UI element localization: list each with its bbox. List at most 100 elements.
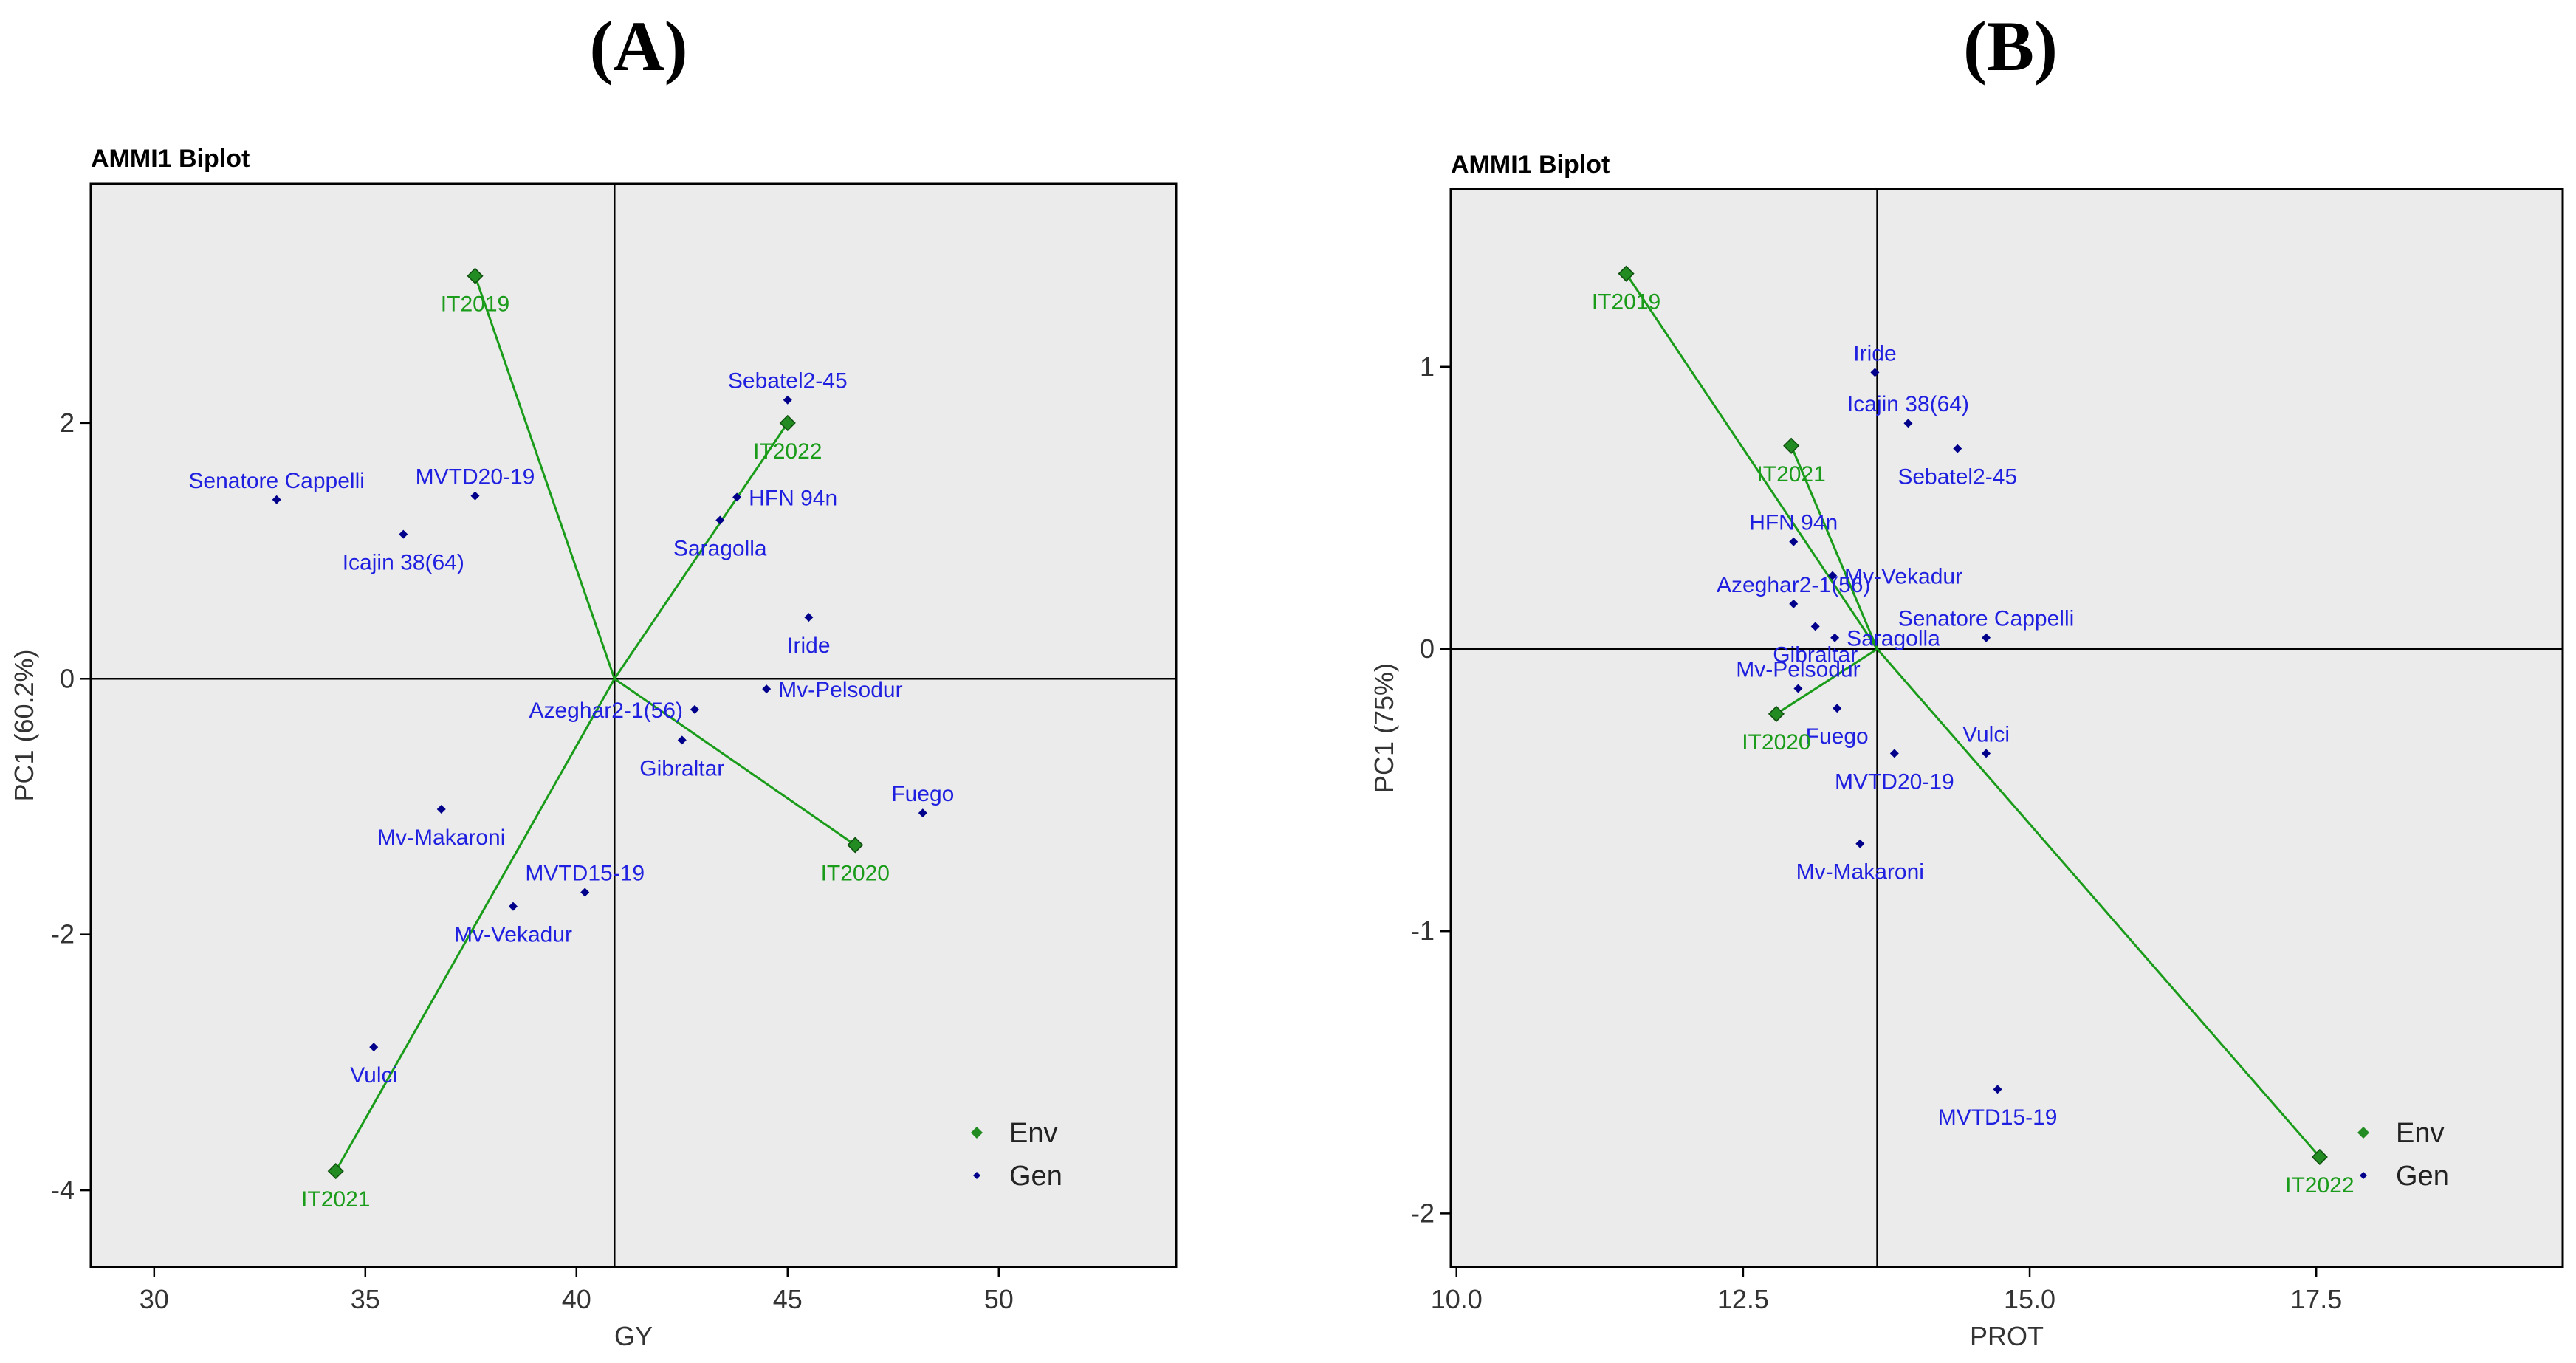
env-label-it2022: IT2022 — [2285, 1173, 2354, 1198]
x-tick-label: 30 — [140, 1284, 169, 1314]
env-vector-it2019 — [1625, 272, 1878, 650]
y-tick-label: -2 — [1411, 1198, 1435, 1228]
gen-point-mv-pelsodur — [762, 684, 772, 694]
x-tick-label: 40 — [562, 1284, 591, 1314]
gen-point-mv-vekadur — [1828, 571, 1838, 580]
legend-env-symbol — [2357, 1127, 2369, 1139]
gen-point-senatore-cappelli — [272, 495, 281, 504]
env-label-it2021: IT2021 — [301, 1187, 370, 1212]
y-tick-label: -4 — [51, 1175, 75, 1205]
legend-env-label: Env — [1009, 1118, 1057, 1149]
env-point-it2022 — [779, 414, 796, 431]
gen-point-azeghar2-1-56 — [1789, 599, 1799, 608]
env-point-it2019 — [1618, 265, 1635, 282]
gen-point-fuego — [918, 808, 927, 818]
panel-a: (A) AMMI1 Biplot 30 35 40 45 50 -4 -2 0 2 GY PC1 (… — [9, 7, 1178, 1351]
gen-point-saragolla — [715, 515, 725, 525]
gen-point-sebatel2-45 — [783, 395, 792, 405]
y-tick-label: -2 — [51, 919, 75, 950]
gen-label-icajin-38-64: Icajin 38(64) — [1847, 392, 1969, 416]
gen-label-mv-vekadur: Mv-Vekadur — [454, 923, 572, 947]
y-tick-label: -1 — [1411, 916, 1435, 946]
env-vector-it2021 — [334, 678, 616, 1172]
env-point-it2021 — [1783, 437, 1800, 454]
gen-label-mv-pelsodur: Mv-Pelsodur — [778, 678, 902, 702]
env-vector-it2020 — [614, 678, 856, 846]
legend-gen-label: Gen — [1009, 1161, 1062, 1192]
legend-env-symbol — [971, 1127, 983, 1139]
env-point-it2022 — [2311, 1148, 2328, 1166]
chart-title-b: AMMI1 Biplot — [1451, 151, 1610, 179]
gen-label-mv-pelsodur: Mv-Pelsodur — [1736, 657, 1860, 682]
legend-gen-symbol — [2360, 1172, 2367, 1179]
gen-point-icajin-38-64 — [399, 529, 408, 539]
gen-point-iride — [804, 613, 814, 622]
env-label-it2019: IT2019 — [1592, 290, 1660, 315]
gen-label-icajin-38-64: Icajin 38(64) — [343, 551, 464, 575]
panel-b: (B) AMMI1 Biplot 10.0 12.5 15.0 17.5 -2 -1 0 1 P… — [1369, 7, 2564, 1351]
gen-point-gibraltar — [1810, 622, 1820, 631]
x-tick-label: 17.5 — [2290, 1284, 2342, 1314]
gen-label-fuego: Fuego — [1806, 724, 1869, 749]
env-point-it2021 — [327, 1163, 344, 1180]
env-point-it2019 — [467, 267, 484, 284]
env-vector-it2019 — [474, 275, 616, 679]
gen-label-senatore-cappelli: Senatore Cappelli — [1898, 607, 2075, 631]
plot-area-a: 30 35 40 45 50 -4 -2 0 2 GY PC1 (60.2%) Sebatel2-45… — [9, 182, 1178, 1351]
y-tick-label: 2 — [60, 408, 75, 438]
gen-point-hfn-94n — [732, 492, 742, 502]
env-label-it2019: IT2019 — [441, 292, 509, 317]
panel-label-a: (A) — [589, 7, 687, 86]
gen-point-mvtd20-19 — [470, 491, 480, 501]
gen-point-sebatel2-45 — [1953, 444, 1962, 453]
x-axis-title: GY — [614, 1321, 653, 1351]
gen-point-senatore-cappelli — [1982, 633, 1991, 642]
gen-point-mvtd15-19 — [580, 888, 590, 897]
env-label-it2021: IT2021 — [1756, 462, 1825, 487]
legend: Env Gen — [971, 1118, 1062, 1192]
gen-label-senatore-cappelli: Senatore Cappelli — [188, 469, 365, 493]
env-label-it2020: IT2020 — [1742, 730, 1810, 755]
gen-label-fuego: Fuego — [891, 782, 954, 806]
gen-label-gibraltar: Gibraltar — [1773, 642, 1858, 667]
legend-gen-symbol — [973, 1172, 980, 1179]
gen-label-mvtd15-19: MVTD15-19 — [525, 862, 645, 886]
gen-point-mv-vekadur — [508, 902, 518, 911]
x-tick-label: 45 — [773, 1284, 803, 1314]
gen-point-fuego — [1833, 704, 1842, 713]
gen-point-vulci — [1982, 749, 1991, 758]
gen-label-saragolla: Saragolla — [1847, 627, 1940, 651]
x-tick-label: 10.0 — [1431, 1284, 1483, 1314]
y-tick-label: 0 — [60, 663, 75, 693]
env-vector-it2020 — [1776, 648, 1878, 715]
env-label-it2022: IT2022 — [753, 439, 822, 464]
gen-label-mv-vekadur: Mv-Vekadur — [1844, 565, 1962, 589]
chart-title-a: AMMI1 Biplot — [91, 145, 250, 173]
gen-label-gibraltar: Gibraltar — [639, 756, 724, 780]
env-point-it2020 — [1768, 705, 1785, 722]
x-tick-label: 12.5 — [1717, 1284, 1769, 1314]
plot-panel-frame — [1449, 188, 2564, 1268]
y-tick-label: 1 — [1420, 351, 1435, 382]
gen-point-mvtd15-19 — [1993, 1085, 2002, 1094]
gen-label-saragolla: Saragolla — [673, 537, 767, 561]
gen-point-mv-pelsodur — [1793, 684, 1803, 693]
gen-label-azeghar2-1-56: Azeghar2-1(56) — [1717, 573, 1870, 597]
env-vector-it2022 — [1876, 648, 2321, 1158]
y-axis-title: PC1 (75%) — [1369, 663, 1399, 793]
legend-env-label: Env — [2396, 1118, 2444, 1149]
gen-point-saragolla — [1830, 633, 1840, 642]
gen-label-mv-makaroni: Mv-Makaroni — [1796, 860, 1924, 885]
gen-label-iride: Iride — [787, 634, 830, 658]
plot-area-b: 10.0 12.5 15.0 17.5 -2 -1 0 1 PROT PC1 (75%) Iride… — [1369, 188, 2564, 1351]
gen-label-mvtd20-19: MVTD20-19 — [1835, 769, 1954, 794]
env-vector-it2022 — [614, 422, 789, 680]
env-label-it2020: IT2020 — [821, 861, 890, 885]
x-axis-title: PROT — [1970, 1321, 2044, 1351]
gen-label-vulci: Vulci — [350, 1063, 397, 1088]
x-tick-label: 35 — [351, 1284, 380, 1314]
gen-point-vulci — [369, 1043, 379, 1052]
legend-gen-label: Gen — [2396, 1161, 2449, 1192]
panel-label-b: (B) — [1963, 7, 2058, 86]
